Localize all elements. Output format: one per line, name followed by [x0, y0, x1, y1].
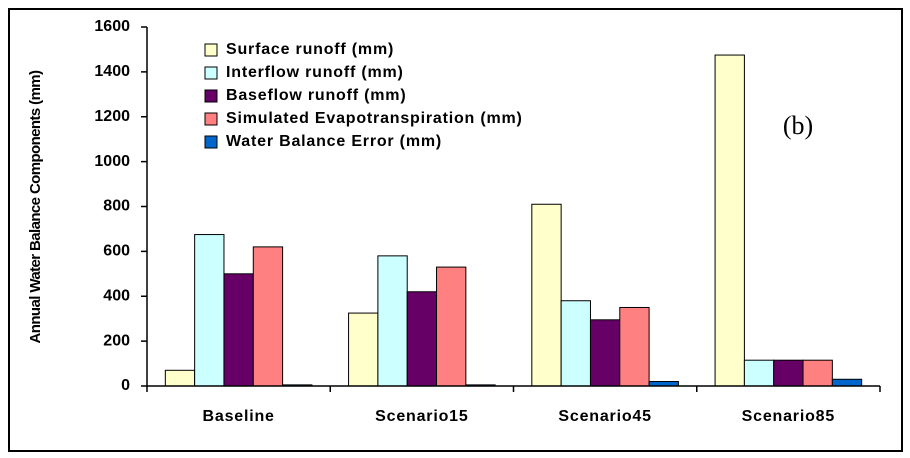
bar [619, 306, 650, 387]
bar [743, 359, 775, 387]
y-tick-label: 800 [103, 198, 130, 215]
bar [531, 203, 562, 387]
bar [589, 319, 621, 387]
bar [252, 246, 284, 387]
bar [223, 273, 254, 387]
bar [714, 54, 745, 387]
bar [802, 359, 833, 387]
y-tick-label: 600 [103, 243, 130, 260]
y-tick-label: 1000 [94, 153, 130, 170]
bar [831, 378, 863, 387]
legend-swatch [204, 112, 218, 126]
legend-label: Surface runoff (mm) [226, 41, 394, 58]
y-tick-label: 200 [103, 332, 130, 349]
y-tick-label: 1200 [94, 108, 130, 125]
bar [773, 359, 804, 387]
legend-label: Simulated Evapotranspiration (mm) [226, 110, 523, 127]
legend-swatch [204, 135, 218, 149]
y-tick-label: 400 [103, 287, 130, 304]
bar [194, 234, 225, 387]
legend-swatch [204, 66, 218, 80]
y-tick-label: 0 [121, 377, 130, 394]
y-axis-label: Annual Water Balance Components (mm) [27, 70, 44, 343]
bar [406, 291, 438, 387]
bar [377, 255, 408, 387]
bar [436, 266, 467, 387]
annotation: (b) [783, 111, 813, 140]
legend-swatch [204, 89, 218, 103]
bar [348, 312, 379, 387]
bar [560, 300, 591, 387]
y-tick-label: 1600 [94, 18, 130, 35]
x-tick-label: Scenario85 [742, 408, 835, 425]
x-tick-label: Scenario45 [558, 408, 651, 425]
legend-label: Interflow runoff (mm) [226, 64, 404, 81]
legend-swatch [204, 43, 218, 57]
x-tick-label: Baseline [203, 408, 275, 425]
legend-label: Baseflow runoff (mm) [226, 87, 406, 104]
x-tick-label: Scenario15 [375, 408, 468, 425]
bar [164, 369, 196, 387]
legend-label: Water Balance Error (mm) [226, 133, 442, 150]
y-tick-label: 1400 [94, 63, 130, 80]
